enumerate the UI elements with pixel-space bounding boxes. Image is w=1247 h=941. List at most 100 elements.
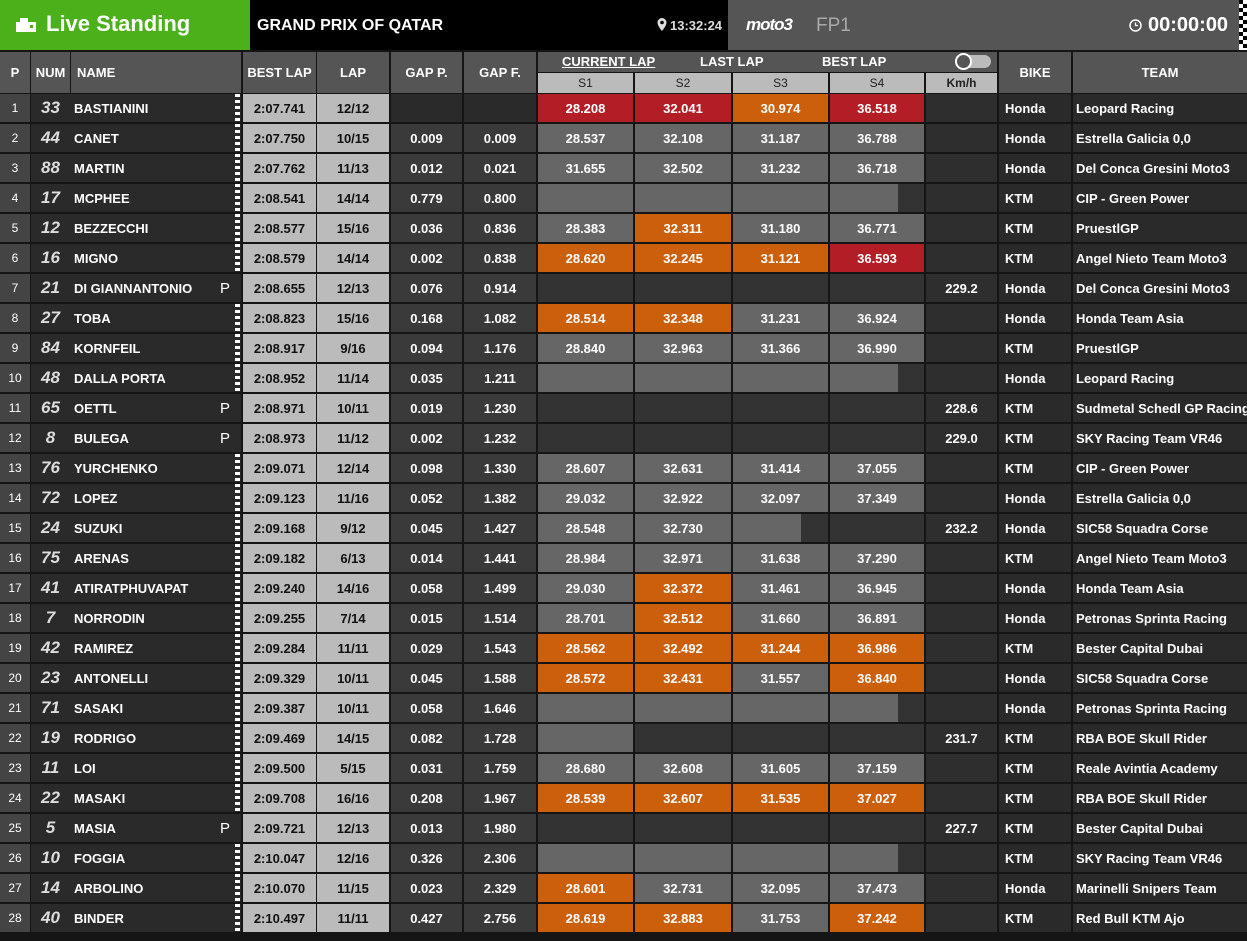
sector-cell: 32.348 [635, 304, 731, 332]
speed-cell [926, 244, 997, 272]
bike-cell: Honda [999, 664, 1071, 692]
driver-row[interactable]: 2 44 CANET 2:07.750 10/15 0.009 0.009 28.537 32.… [0, 124, 1247, 152]
driver-row[interactable]: 26 10 FOGGIA 2:10.047 12/16 0.326 2.306 KTM SKY … [0, 844, 1247, 872]
driver-row[interactable]: 25 5 MASIA P 2:09.721 12/13 0.013 1.980 227.7 KTM… [0, 814, 1247, 842]
driver-row[interactable]: 10 48 DALLA PORTA 2:08.952 11/14 0.035 1.211 Ho… [0, 364, 1247, 392]
driver-row[interactable]: 19 42 RAMIREZ 2:09.284 11/11 0.029 1.543 28.562… [0, 634, 1247, 662]
driver-row[interactable]: 20 23 ANTONELLI 2:09.329 10/11 0.045 1.588 28.5… [0, 664, 1247, 692]
driver-row[interactable]: 12 8 BULEGA P 2:08.973 11/12 0.002 1.232 229.0 KT… [0, 424, 1247, 452]
driver-row[interactable]: 15 24 SUZUKI 2:09.168 9/12 0.045 1.427 28.548 32… [0, 514, 1247, 542]
sector-cell [635, 814, 731, 842]
name-cell: MASIA [74, 820, 116, 836]
driver-row[interactable]: 24 22 MASAKI 2:09.708 16/16 0.208 1.967 28.539 3… [0, 784, 1247, 812]
position-cell: 21 [0, 694, 30, 722]
sector-cell [830, 364, 924, 392]
sector-cell: 32.108 [635, 124, 731, 152]
position-cell: 9 [0, 334, 30, 362]
gap-prev-cell: 0.014 [391, 544, 462, 572]
lap-tab[interactable]: BEST LAP [822, 54, 887, 69]
sector-cell: 37.290 [830, 544, 924, 572]
bike-cell: Honda [999, 154, 1071, 182]
gap-prev-cell: 0.052 [391, 484, 462, 512]
gap-first-cell: 1.230 [464, 394, 536, 422]
driver-row[interactable]: 4 17 MCPHEE 2:08.541 14/14 0.779 0.800 KTM CIP -… [0, 184, 1247, 212]
driver-row[interactable]: 14 72 LOPEZ 2:09.123 11/16 0.052 1.382 29.032 32… [0, 484, 1247, 512]
driver-row[interactable]: 3 88 MARTIN 2:07.762 11/13 0.012 0.021 31.655 32… [0, 154, 1247, 182]
number-cell: 19 [41, 728, 60, 747]
bike-cell: KTM [999, 634, 1071, 662]
sector-cell: 31.461 [733, 574, 828, 602]
driver-row[interactable]: 11 65 OETTL P 2:08.971 10/11 0.019 1.230 228.6 KT… [0, 394, 1247, 422]
driver-row[interactable]: 22 19 RODRIGO 2:09.469 14/15 0.082 1.728 231.7 K… [0, 724, 1247, 752]
session-clock: 00:00:00 [1148, 14, 1229, 36]
driver-row[interactable]: 16 75 ARENAS 2:09.182 6/13 0.014 1.441 28.984 32… [0, 544, 1247, 572]
sector-cell [538, 394, 633, 422]
gap-first-cell: 1.646 [464, 694, 536, 722]
driver-row[interactable]: 1 33 BASTIANINI 2:07.741 12/12 28.208 32.041 30… [0, 94, 1247, 122]
driver-row[interactable]: 28 40 BINDER 2:10.497 11/11 0.427 2.756 28.619 3… [0, 904, 1247, 932]
sector-cell: 37.242 [830, 904, 924, 932]
sector-cell: 28.984 [538, 544, 633, 572]
lap-count-cell: 11/13 [317, 154, 389, 182]
gap-first-cell: 2.306 [464, 844, 536, 872]
name-cell: BULEGA [74, 430, 129, 446]
bike-cell: KTM [999, 424, 1071, 452]
number-cell: 10 [41, 848, 60, 867]
checker-strip [235, 754, 240, 782]
name-bg [31, 544, 241, 572]
driver-row[interactable]: 21 71 SASAKI 2:09.387 10/11 0.058 1.646 Honda Pe… [0, 694, 1247, 722]
gap-first-cell: 0.838 [464, 244, 536, 272]
gap-first-cell: 1.382 [464, 484, 536, 512]
best-lap-cell: 2:07.741 [243, 94, 316, 122]
name-bg [31, 94, 241, 122]
lap-count-cell: 14/15 [317, 724, 389, 752]
lap-tab[interactable]: CURRENT LAP [562, 54, 656, 69]
number-cell: 42 [41, 638, 60, 657]
gap-prev-cell: 0.023 [391, 874, 462, 902]
best-lap-cell: 2:08.823 [243, 304, 316, 332]
name-cell: LOI [74, 760, 96, 776]
speed-cell [926, 844, 997, 872]
sector-cell [635, 364, 731, 392]
speed-cell [926, 874, 997, 902]
gap-first-cell: 1.232 [464, 424, 536, 452]
driver-row[interactable]: 9 84 KORNFEIL 2:08.917 9/16 0.094 1.176 28.840 3… [0, 334, 1247, 362]
best-lap-cell: 2:09.240 [243, 574, 316, 602]
bike-cell: Honda [999, 94, 1071, 122]
sector-cell: 28.537 [538, 124, 633, 152]
driver-row[interactable]: 18 7 NORRODIN 2:09.255 7/14 0.015 1.514 28.701 3… [0, 604, 1247, 632]
sector-cell: 31.121 [733, 244, 828, 272]
name-cell: OETTL [74, 400, 117, 416]
driver-row[interactable]: 6 16 MIGNO 2:08.579 14/14 0.002 0.838 28.620 32.… [0, 244, 1247, 272]
checker-strip [235, 184, 240, 212]
sector-cell: 37.349 [830, 484, 924, 512]
driver-row[interactable]: 27 14 ARBOLINO 2:10.070 11/15 0.023 2.329 28.60… [0, 874, 1247, 902]
position-cell: 7 [0, 274, 30, 302]
sector-cell: 28.562 [538, 634, 633, 662]
name-cell: LOPEZ [74, 490, 118, 506]
driver-row[interactable]: 23 11 LOI 2:09.500 5/15 0.031 1.759 28.680 32.60… [0, 754, 1247, 782]
sector-header: S3 [733, 73, 828, 93]
driver-row[interactable]: 17 41 ATIRATPHUVAPAT 2:09.240 14/16 0.058 1.49… [0, 574, 1247, 602]
sector-cell: 28.539 [538, 784, 633, 812]
driver-row[interactable]: 7 21 DI GIANNANTONIO P 2:08.655 12/13 0.076 0.9… [0, 274, 1247, 302]
name-cell: CANET [74, 130, 119, 146]
lap-tab[interactable]: LAST LAP [700, 54, 764, 69]
sector-progress [830, 184, 898, 212]
sector-cell: 28.620 [538, 244, 633, 272]
sector-cell: 32.631 [635, 454, 731, 482]
name-bg [31, 514, 241, 542]
position-cell: 2 [0, 124, 30, 152]
speed-cell [926, 694, 997, 722]
driver-row[interactable]: 8 27 TOBA 2:08.823 15/16 0.168 1.082 28.514 32.3… [0, 304, 1247, 332]
toggle-knob[interactable] [955, 53, 972, 70]
driver-row[interactable]: 5 12 BEZZECCHI 2:08.577 15/16 0.036 0.836 28.38… [0, 214, 1247, 242]
team-cell: Red Bull KTM Ajo [1073, 904, 1247, 932]
team-cell: CIP - Green Power [1073, 184, 1247, 212]
speed-cell [926, 574, 997, 602]
sector-cell: 31.231 [733, 304, 828, 332]
number-cell: 44 [41, 128, 60, 147]
bike-cell: Honda [999, 274, 1071, 302]
bike-cell: Honda [999, 604, 1071, 632]
driver-row[interactable]: 13 76 YURCHENKO 2:09.071 12/14 0.098 1.330 28.6… [0, 454, 1247, 482]
